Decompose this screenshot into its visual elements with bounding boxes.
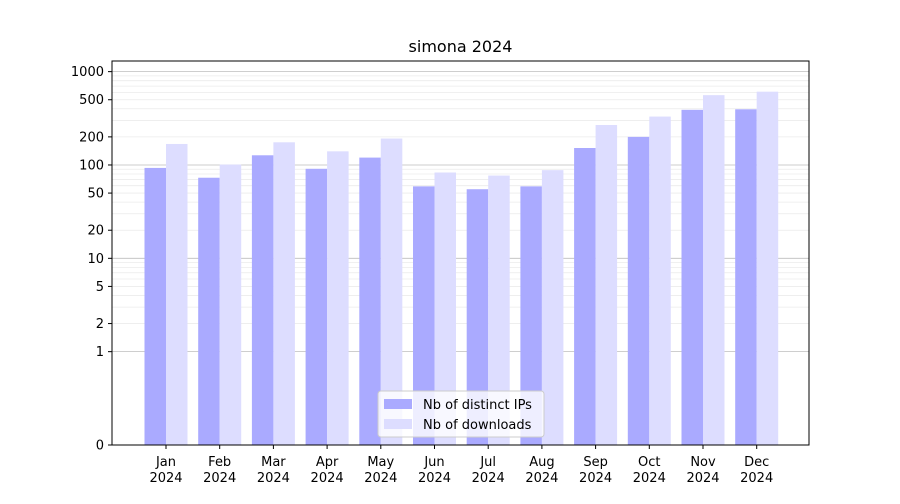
legend: Nb of distinct IPs Nb of downloads xyxy=(377,390,545,438)
y-tick-label: 500 xyxy=(79,93,104,108)
bar-ips xyxy=(198,177,220,445)
x-tick-label-month: Jun xyxy=(423,455,444,470)
legend-box xyxy=(377,390,545,438)
x-tick-label-year: 2024 xyxy=(633,471,666,486)
bar-downloads xyxy=(434,172,456,446)
bar-ips xyxy=(735,109,757,445)
bar-ips xyxy=(574,148,596,445)
x-tick-label-month: Aug xyxy=(529,455,554,470)
x-tick-label-month: Mar xyxy=(261,455,286,470)
x-tick-label-year: 2024 xyxy=(203,471,236,486)
bar-ips xyxy=(305,168,328,446)
y-tick-label: 100 xyxy=(79,158,104,173)
bar-ips xyxy=(520,186,542,445)
x-tick-label-month: Nov xyxy=(690,455,716,470)
x-tick-label-month: May xyxy=(367,455,394,470)
bar-downloads xyxy=(703,95,725,445)
bar-ips xyxy=(413,186,435,445)
y-tick-label: 20 xyxy=(87,224,104,239)
bar-downloads xyxy=(166,143,188,445)
x-tick-label-month: Apr xyxy=(316,455,339,470)
x-tick-label-year: 2024 xyxy=(257,471,290,486)
x-tick-label-year: 2024 xyxy=(525,471,558,486)
y-tick-label: 2 xyxy=(96,317,104,332)
bar-downloads xyxy=(595,125,618,445)
x-tick-label-year: 2024 xyxy=(472,471,505,486)
bar-ips xyxy=(144,167,166,446)
x-tick-label-year: 2024 xyxy=(149,471,182,486)
bar-downloads xyxy=(380,138,403,445)
x-tick-label-month: Dec xyxy=(744,455,769,470)
x-tick-label-month: Feb xyxy=(208,455,231,470)
x-tick-label-month: Sep xyxy=(583,455,608,470)
chart-title: simona 2024 xyxy=(409,37,513,56)
bar-downloads xyxy=(219,164,242,445)
bar-ips xyxy=(466,189,489,445)
legend-label: Nb of downloads xyxy=(423,418,532,433)
axes: 01251020501002005001000Jan2024Feb2024Mar… xyxy=(71,60,810,486)
y-tick-label: 1 xyxy=(96,345,104,360)
bar-downloads xyxy=(756,91,779,445)
bar-downloads xyxy=(327,151,349,445)
x-tick-label-year: 2024 xyxy=(364,471,397,486)
bar-ips xyxy=(627,136,650,445)
y-tick-label: 10 xyxy=(87,252,104,267)
bar-ips xyxy=(251,155,274,446)
x-tick-label-year: 2024 xyxy=(311,471,344,486)
x-tick-label-year: 2024 xyxy=(418,471,451,486)
legend-swatch xyxy=(384,399,412,409)
x-tick-label-month: Jan xyxy=(155,455,176,470)
x-tick-label-month: Oct xyxy=(638,455,660,470)
y-tick-label: 0 xyxy=(96,439,104,454)
bar-downloads xyxy=(649,116,671,445)
legend-swatch xyxy=(384,419,412,429)
legend-label: Nb of distinct IPs xyxy=(423,398,532,413)
y-tick-label: 1000 xyxy=(71,65,104,80)
bar-downloads xyxy=(541,170,564,445)
y-tick-label: 5 xyxy=(96,280,104,295)
x-tick-label-month: Jul xyxy=(479,455,496,470)
x-tick-label-year: 2024 xyxy=(579,471,612,486)
bar-downloads xyxy=(488,175,510,445)
y-tick-label: 50 xyxy=(87,187,104,202)
plot-frame xyxy=(111,60,810,446)
bar-downloads xyxy=(273,142,295,445)
y-tick-label: 200 xyxy=(79,130,104,145)
x-tick-label-year: 2024 xyxy=(686,471,719,486)
x-tick-label-year: 2024 xyxy=(740,471,773,486)
bars xyxy=(144,91,779,446)
bar-ips xyxy=(359,157,381,446)
bar-ips xyxy=(681,109,703,445)
